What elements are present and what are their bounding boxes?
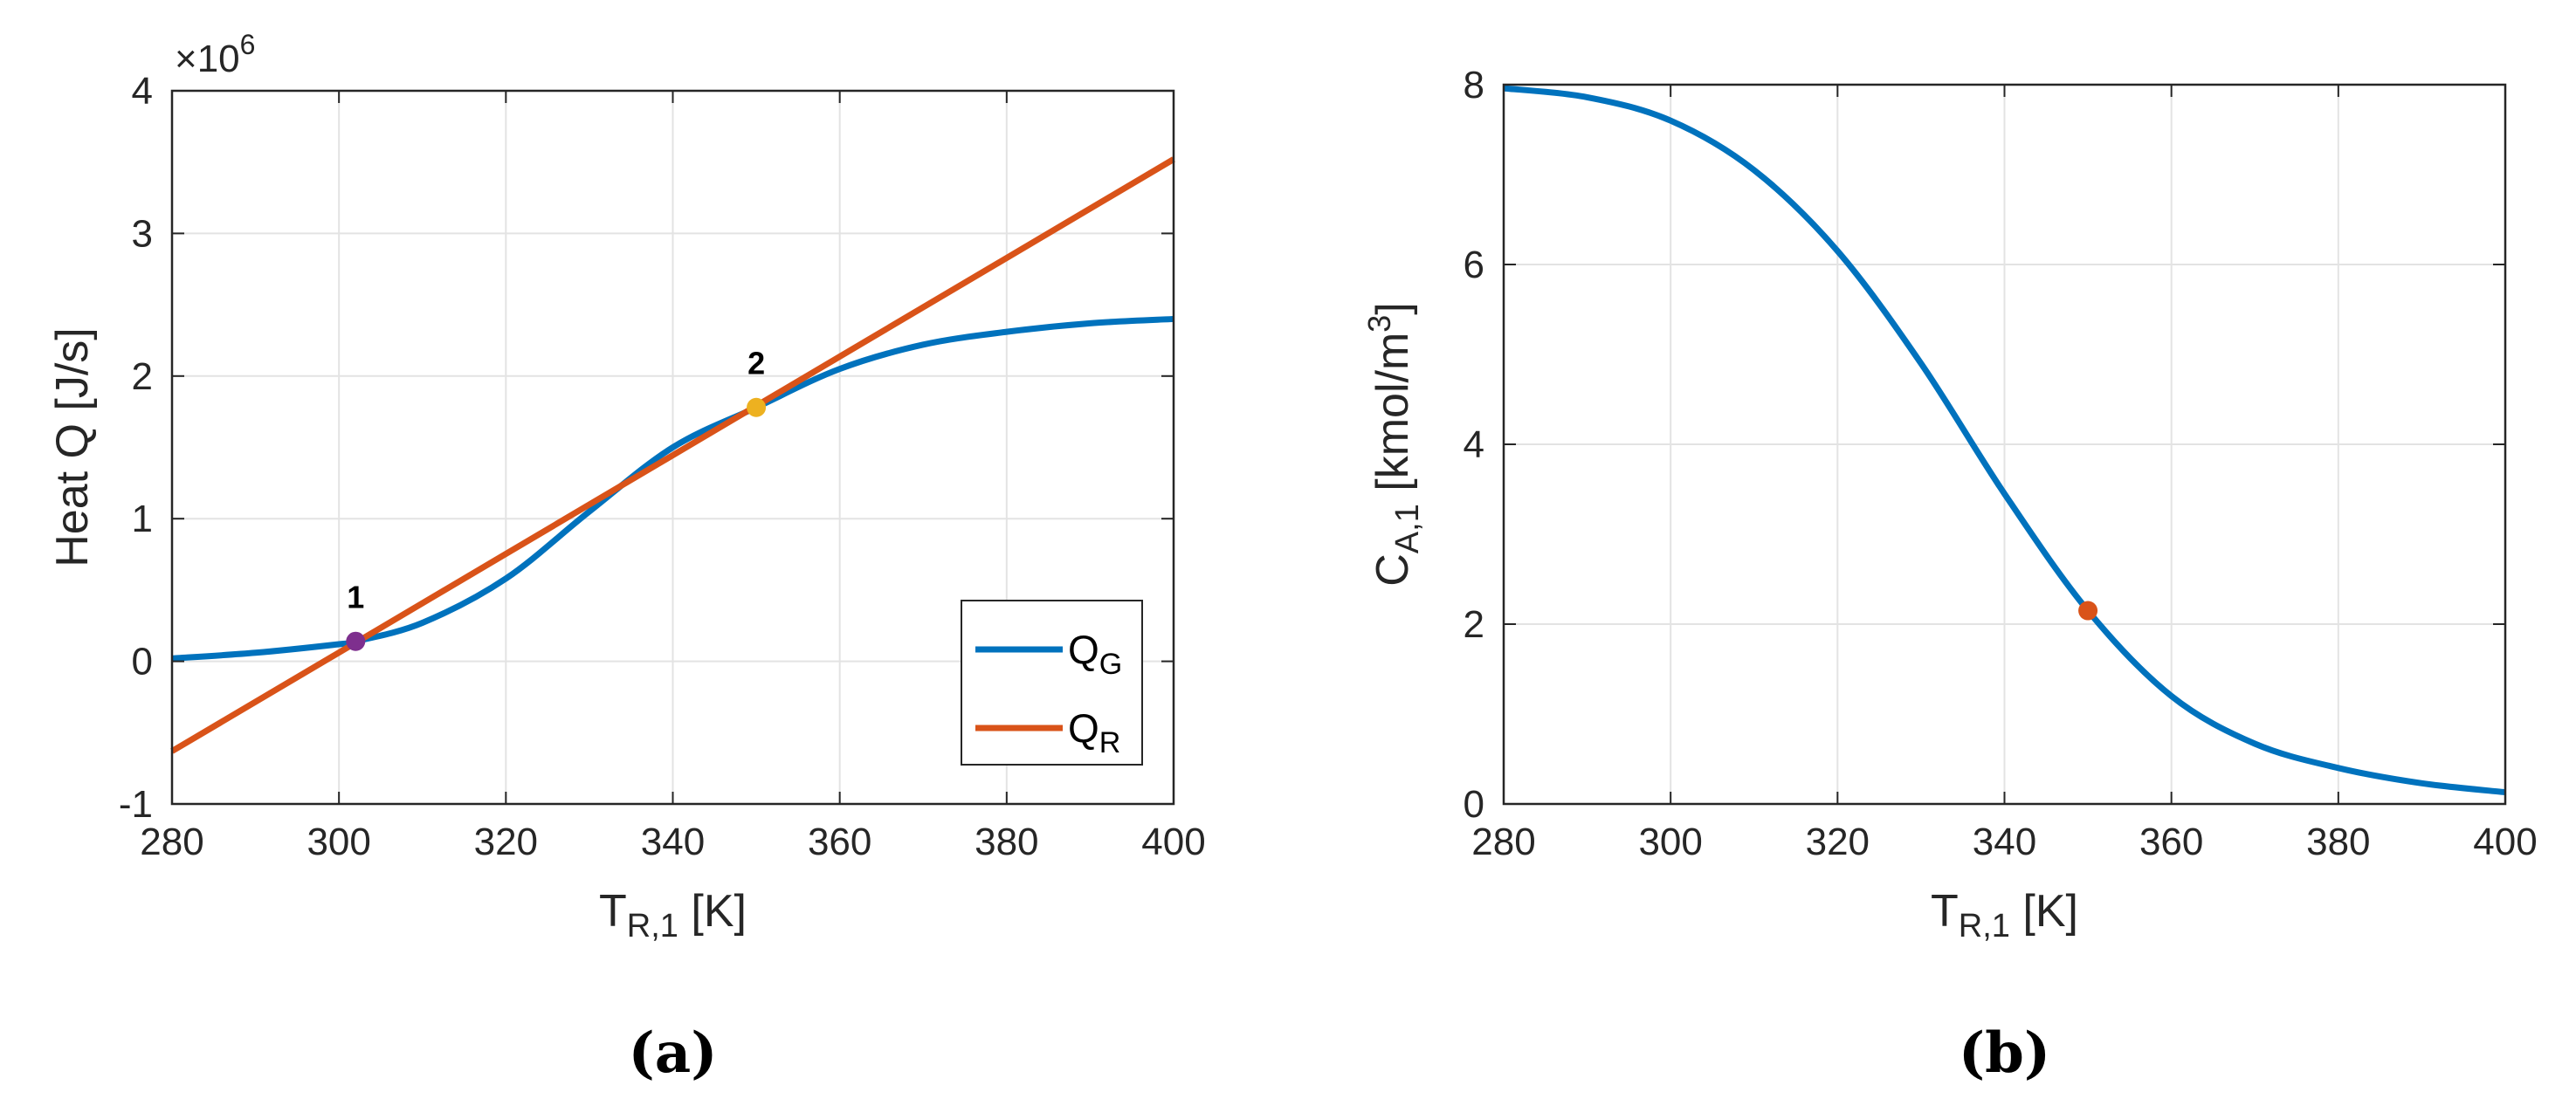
panel-a-series-q-r bbox=[170, 156, 1175, 754]
panel-b-label: (b) bbox=[1959, 1020, 2050, 1086]
panel-a-point-2 bbox=[747, 397, 767, 417]
panel-b-y-tick-label: 6 bbox=[1464, 244, 1484, 286]
panel-b-y-tick-label: 4 bbox=[1464, 423, 1484, 466]
panel-a-y-exponent: ×106 bbox=[175, 29, 255, 80]
panel-a-y-tick-label: -1 bbox=[119, 783, 153, 826]
panel-b-point-1 bbox=[2078, 601, 2098, 621]
panel-b-series-c-a1 bbox=[1503, 85, 2506, 796]
panel-b-x-tick-label: 400 bbox=[2473, 821, 2537, 863]
panel-a-y-axis-title: Heat Q [J/s] bbox=[47, 327, 98, 567]
panel-a-chart: 1 2 280 300 320 340 360 380 400 -1 0 1 2 3 4 TR,1 [K] (a… bbox=[47, 29, 1206, 1086]
panel-b-x-tick-label: 360 bbox=[2139, 821, 2203, 863]
panel-a-y-tick-label: 2 bbox=[132, 355, 153, 398]
panel-b-y-tick-label: 8 bbox=[1464, 64, 1484, 106]
panel-a-x-tick-label: 280 bbox=[140, 821, 203, 863]
legend-label-q-g: QG bbox=[1068, 627, 1122, 681]
legend-label-q-r: QR bbox=[1068, 705, 1120, 759]
panel-b-x-tick-label: 280 bbox=[1471, 821, 1535, 863]
panel-b-x-tick-label: 300 bbox=[1638, 821, 1702, 863]
panel-b-x-tick-label: 320 bbox=[1806, 821, 1870, 863]
panel-b-x-tick-label: 340 bbox=[1973, 821, 2036, 863]
panel-a-x-tick-label: 320 bbox=[474, 821, 538, 863]
panel-a-point-label-1: 1 bbox=[347, 580, 364, 615]
panel-a-y-tick-label: 3 bbox=[132, 212, 153, 255]
panel-b-y-axis-title: CA,1 [kmol/m3] bbox=[1361, 302, 1426, 587]
panel-a-label: (a) bbox=[628, 1020, 717, 1086]
panel-a-y-tick-label: 1 bbox=[132, 498, 153, 540]
panel-a-x-tick-label: 380 bbox=[975, 821, 1038, 863]
panel-a-x-axis-title: TR,1 [K] bbox=[599, 886, 747, 944]
panel-a-series-q-g bbox=[171, 315, 1174, 662]
panel-a-x-tick-label: 400 bbox=[1141, 821, 1205, 863]
panel-a-y-tick-label: 0 bbox=[132, 641, 153, 683]
panel-a-point-label-2: 2 bbox=[747, 346, 765, 381]
panel-b-chart: 280 300 320 340 360 380 400 0 2 4 6 8 TR,1 [K] (b) CA,… bbox=[1361, 64, 2538, 1086]
panel-a-x-tick-label: 360 bbox=[808, 821, 871, 863]
panel-b-x-tick-label: 380 bbox=[2306, 821, 2370, 863]
panel-a-x-tick-label: 300 bbox=[307, 821, 370, 863]
panel-a-y-tick-label: 4 bbox=[132, 70, 153, 113]
legend-frame bbox=[961, 600, 1143, 766]
panel-b-x-axis-title: TR,1 [K] bbox=[1931, 886, 2078, 944]
panel-b-y-tick-label: 2 bbox=[1464, 603, 1484, 646]
panel-b-y-tick-label: 0 bbox=[1464, 783, 1484, 826]
panel-a-legend: QG QR bbox=[961, 600, 1143, 766]
panel-a-point-1 bbox=[346, 631, 366, 651]
panel-a-x-tick-label: 340 bbox=[641, 821, 705, 863]
